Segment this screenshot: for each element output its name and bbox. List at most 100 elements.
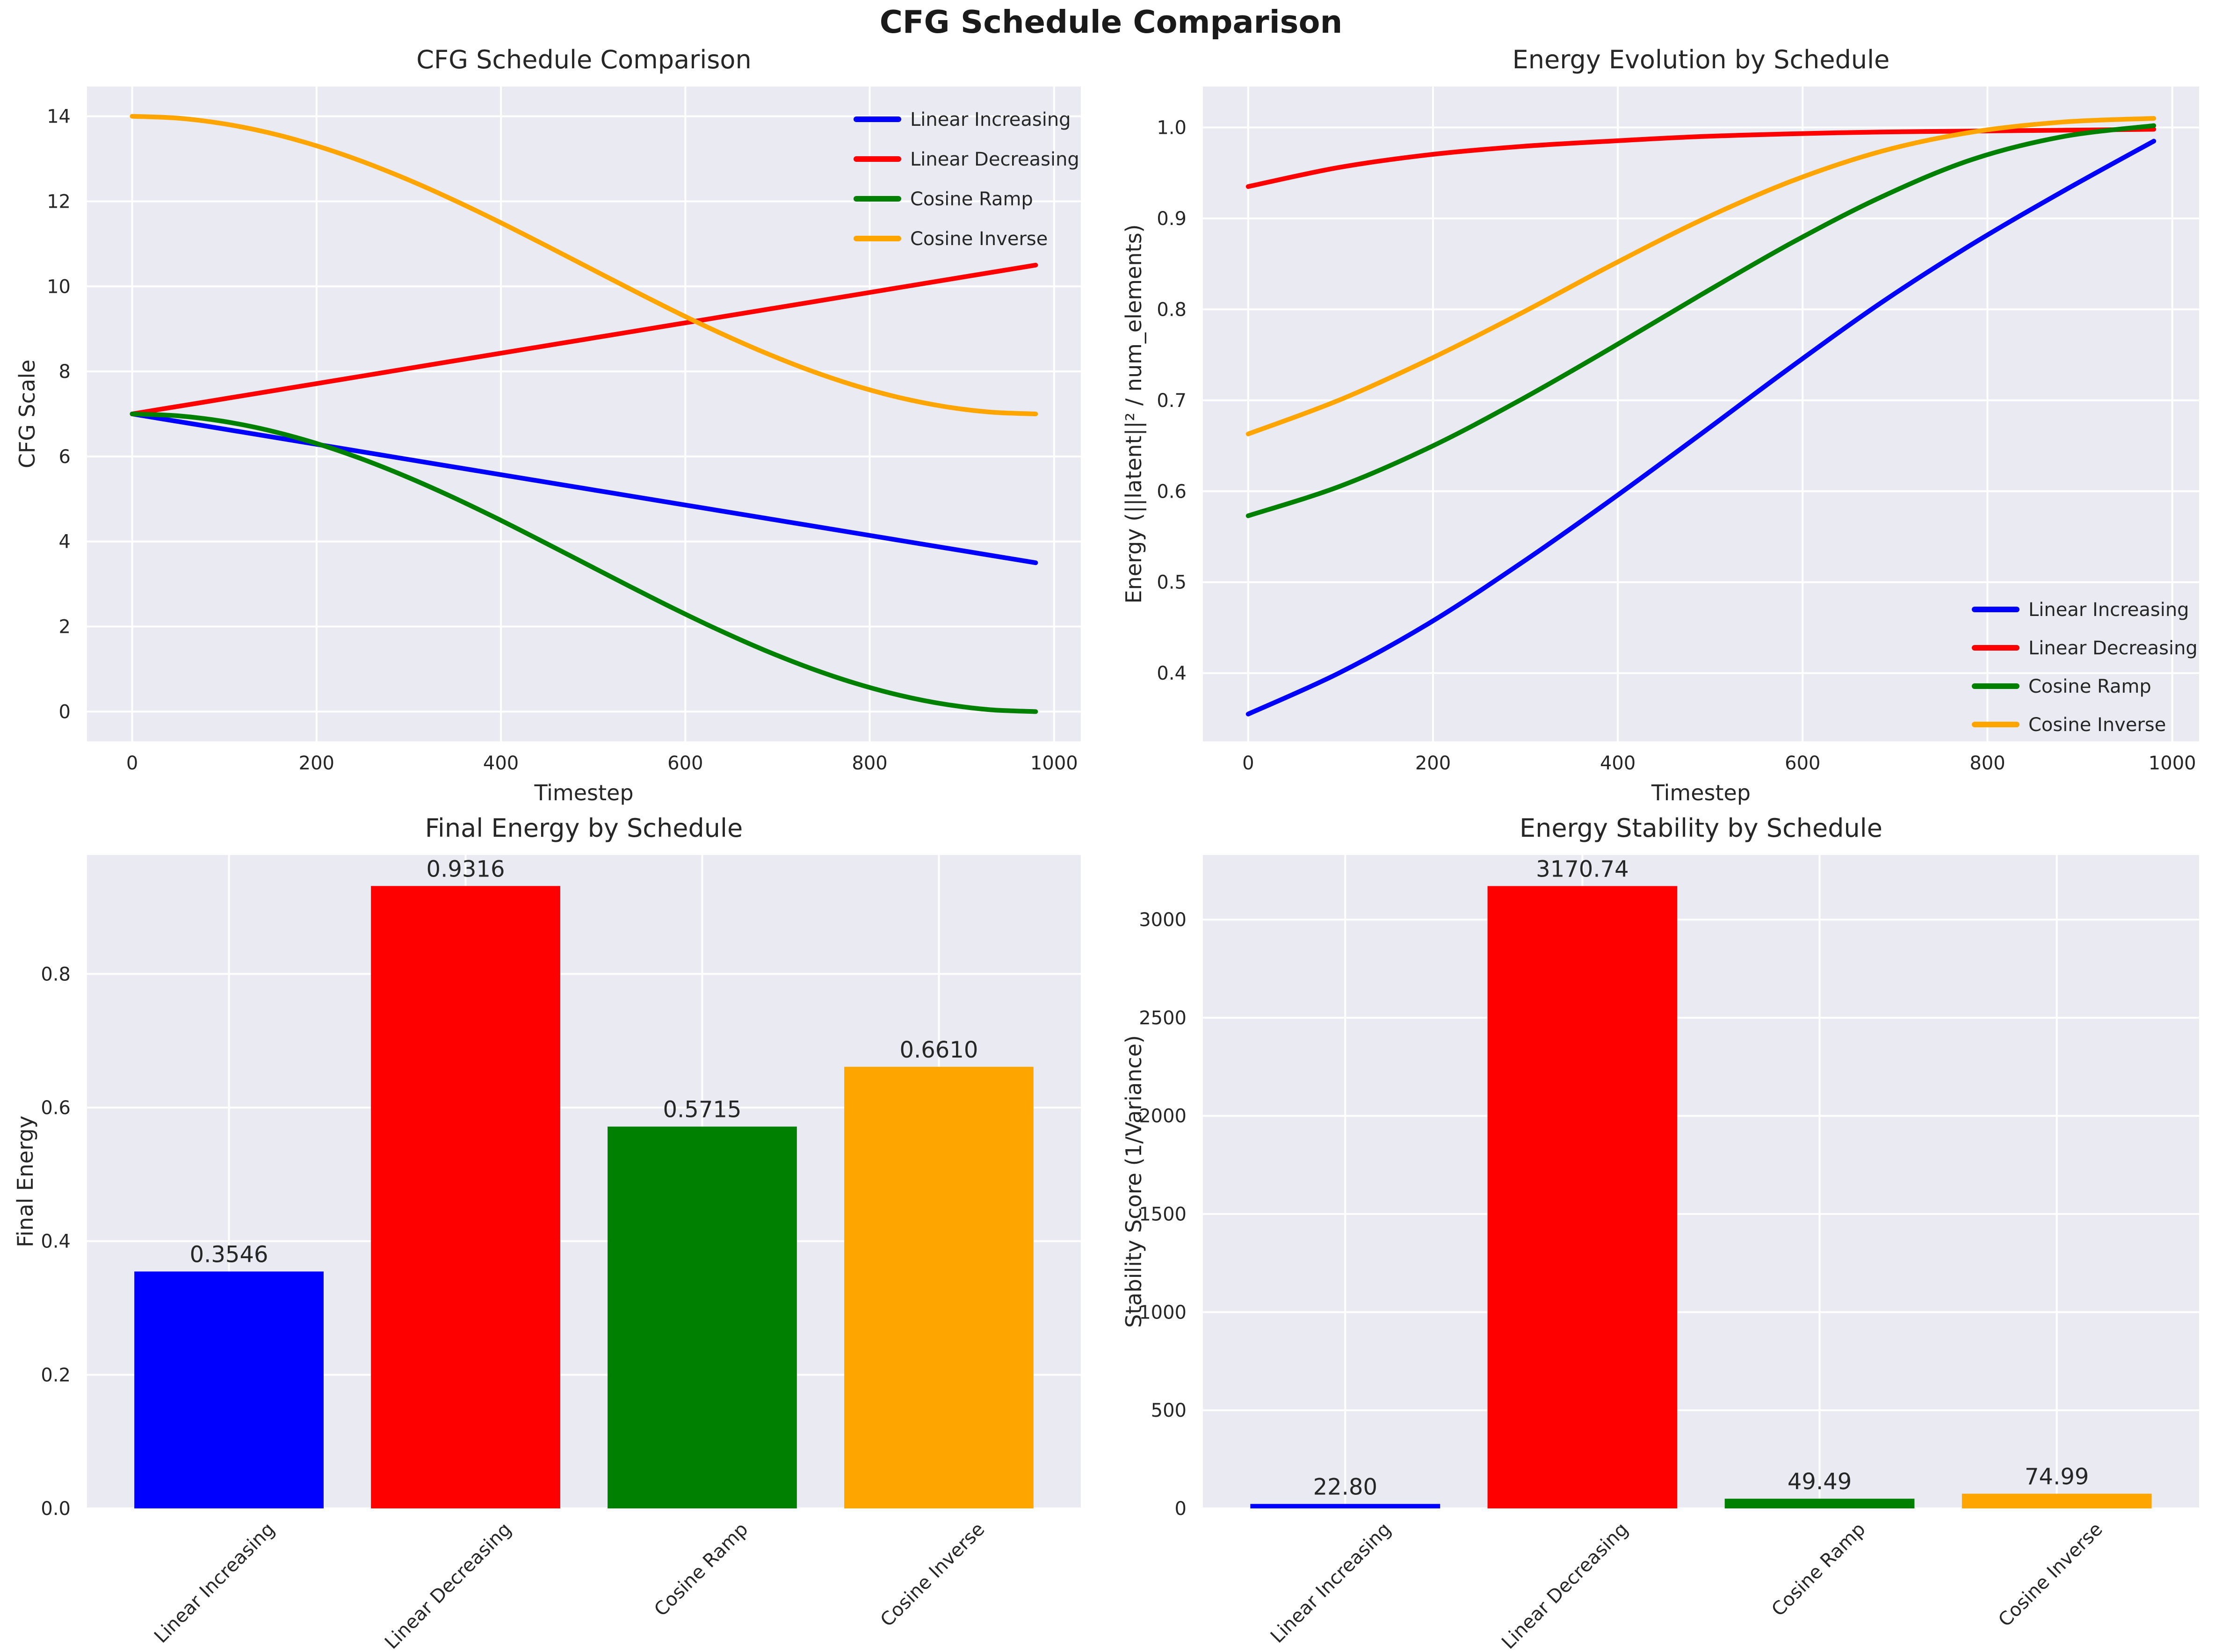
- x-tick-label: 800: [852, 753, 887, 774]
- bar-linear-increasing: [134, 1271, 324, 1508]
- chart-title-stability: Energy Stability by Schedule: [1520, 813, 1882, 843]
- legend-entry: Linear Increasing: [854, 109, 1071, 130]
- category-tick-label: Linear Increasing: [1267, 1519, 1395, 1647]
- bar-value-label: 74.99: [2025, 1464, 2089, 1490]
- legend: Linear Increasing Linear Decreasing Cosine…: [854, 109, 1079, 250]
- bar-cosine-ramp: [1724, 1499, 1915, 1508]
- bar-linear-decreasing: [371, 886, 560, 1508]
- y-tick-label: 0: [59, 701, 71, 723]
- series-line-cosine-ramp: [1245, 123, 2157, 518]
- series-line-linear-decreasing: [1245, 127, 2157, 189]
- legend-entry: Linear Decreasing: [854, 149, 1079, 170]
- bar-linear-increasing: [1250, 1504, 1440, 1508]
- bar-cosine-ramp: [608, 1126, 797, 1508]
- series-line-cosine-ramp: [130, 412, 1038, 714]
- legend-label: Linear Increasing: [2028, 599, 2189, 621]
- bar-cosine-inverse: [1961, 1493, 2152, 1508]
- bar-linear-decreasing: [1487, 886, 1678, 1508]
- y-tick-label: 0.8: [1157, 299, 1187, 320]
- bar-value-label: 0.3546: [190, 1241, 268, 1268]
- category-tick-label: Cosine Inverse: [1994, 1519, 2107, 1631]
- y-tick-label: 0.4: [41, 1231, 71, 1253]
- category-tick-label: Linear Increasing: [150, 1519, 279, 1647]
- y-tick-label: 0.9: [1157, 208, 1187, 230]
- legend-label: Cosine Inverse: [2028, 714, 2166, 736]
- bar-value-label: 49.49: [1788, 1469, 1852, 1495]
- bar-cosine-inverse: [844, 1066, 1034, 1508]
- x-axis-label-cfg: Timestep: [534, 780, 634, 805]
- series-line-cosine-inverse: [1245, 116, 2157, 436]
- y-tick-label: 6: [59, 446, 71, 468]
- y-tick-label: 1.0: [1157, 117, 1187, 139]
- y-tick-label: 4: [59, 531, 71, 553]
- y-tick-label: 3000: [1139, 909, 1187, 931]
- x-tick-label: 600: [1785, 753, 1820, 774]
- legend-entry: Linear Decreasing: [1972, 638, 2198, 659]
- x-tick-label: 400: [483, 753, 519, 774]
- x-tick-label: 200: [299, 753, 334, 774]
- bar-value-label: 0.9316: [427, 856, 505, 882]
- plot-background: [1203, 855, 2199, 1508]
- y-tick-label: 14: [47, 106, 71, 128]
- legend-entry: Cosine Ramp: [1972, 676, 2151, 697]
- series-line-linear-decreasing: [130, 262, 1038, 416]
- bar-value-label: 0.6610: [899, 1037, 978, 1063]
- y-tick-label: 0.8: [41, 964, 71, 985]
- x-tick-label: 800: [1969, 753, 2005, 774]
- plot-cfg-schedule: 0 2 4 6 8 10 12 14 0 200 400 600 800 1000 Linear Incre…: [47, 87, 1081, 774]
- category-tick-label: Linear Decreasing: [381, 1519, 515, 1652]
- plot-final-energy: 0.0 0.2 0.4 0.6 0.8 0.3546 Linear Increasing 0.…: [41, 855, 1081, 1652]
- y-tick-label: 10: [47, 276, 71, 297]
- chart-title-cfg: CFG Schedule Comparison: [416, 45, 752, 74]
- legend-label: Cosine Ramp: [910, 188, 1033, 210]
- y-tick-label: 0.4: [1157, 663, 1187, 684]
- legend-entry: Cosine Inverse: [1972, 714, 2166, 736]
- plot-background: [1203, 87, 2199, 741]
- y-tick-label: 0.5: [1157, 572, 1187, 594]
- x-axis-label-energy: Timestep: [1651, 780, 1751, 805]
- legend-label: Linear Increasing: [910, 109, 1071, 130]
- y-tick-label: 0.0: [41, 1498, 71, 1520]
- y-tick-label: 0.6: [1157, 481, 1187, 502]
- legend: Linear Increasing Linear Decreasing Cosine…: [1972, 599, 2198, 736]
- y-tick-label: 0: [1175, 1498, 1187, 1520]
- legend-entry: Linear Increasing: [1972, 599, 2189, 621]
- y-tick-label: 1000: [1139, 1302, 1187, 1323]
- x-tick-label: 0: [126, 753, 138, 774]
- x-tick-label: 1000: [1030, 753, 1078, 774]
- x-tick-label: 0: [1242, 753, 1254, 774]
- y-tick-label: 0.2: [41, 1364, 71, 1386]
- category-tick-label: Cosine Inverse: [876, 1519, 989, 1631]
- series-line-cosine-inverse: [130, 114, 1038, 416]
- bar-value-label: 22.80: [1313, 1474, 1377, 1500]
- legend-label: Cosine Inverse: [910, 228, 1048, 250]
- chart-title-energy: Energy Evolution by Schedule: [1512, 45, 1890, 74]
- bar-value-label: 0.5715: [663, 1097, 741, 1123]
- plot-energy-evolution: 0.4 0.5 0.6 0.7 0.8 0.9 1.0 0 200 400 600 800 1000 Li…: [1157, 87, 2199, 774]
- chart-title-final-energy: Final Energy by Schedule: [425, 813, 743, 843]
- legend-entry: Cosine Inverse: [854, 228, 1048, 250]
- plot-background: [87, 87, 1081, 741]
- x-tick-label: 600: [667, 753, 703, 774]
- series-line-linear-increasing: [1245, 138, 2157, 717]
- legend-entry: Cosine Ramp: [854, 188, 1033, 210]
- plot-energy-stability: 0 500 1000 1500 2000 2500 3000 22.80 Linear Incr…: [1139, 855, 2199, 1652]
- y-tick-label: 0.6: [41, 1097, 71, 1119]
- category-tick-label: Cosine Ramp: [1767, 1519, 1869, 1621]
- y-tick-label: 2500: [1139, 1007, 1187, 1029]
- series-line-linear-increasing: [130, 412, 1038, 565]
- x-tick-label: 200: [1415, 753, 1451, 774]
- legend-label: Linear Decreasing: [910, 149, 1079, 170]
- category-tick-label: Linear Decreasing: [1498, 1519, 1632, 1652]
- y-tick-label: 2000: [1139, 1106, 1187, 1127]
- y-tick-label: 0.7: [1157, 390, 1187, 412]
- x-tick-label: 400: [1600, 753, 1636, 774]
- y-tick-label: 12: [47, 191, 71, 212]
- figure-suptitle: CFG Schedule Comparison: [879, 4, 1343, 40]
- y-tick-label: 2: [59, 616, 71, 638]
- category-tick-label: Cosine Ramp: [650, 1519, 752, 1621]
- y-tick-label: 500: [1151, 1400, 1187, 1421]
- y-tick-label: 1500: [1139, 1204, 1187, 1225]
- y-tick-label: 8: [59, 361, 71, 383]
